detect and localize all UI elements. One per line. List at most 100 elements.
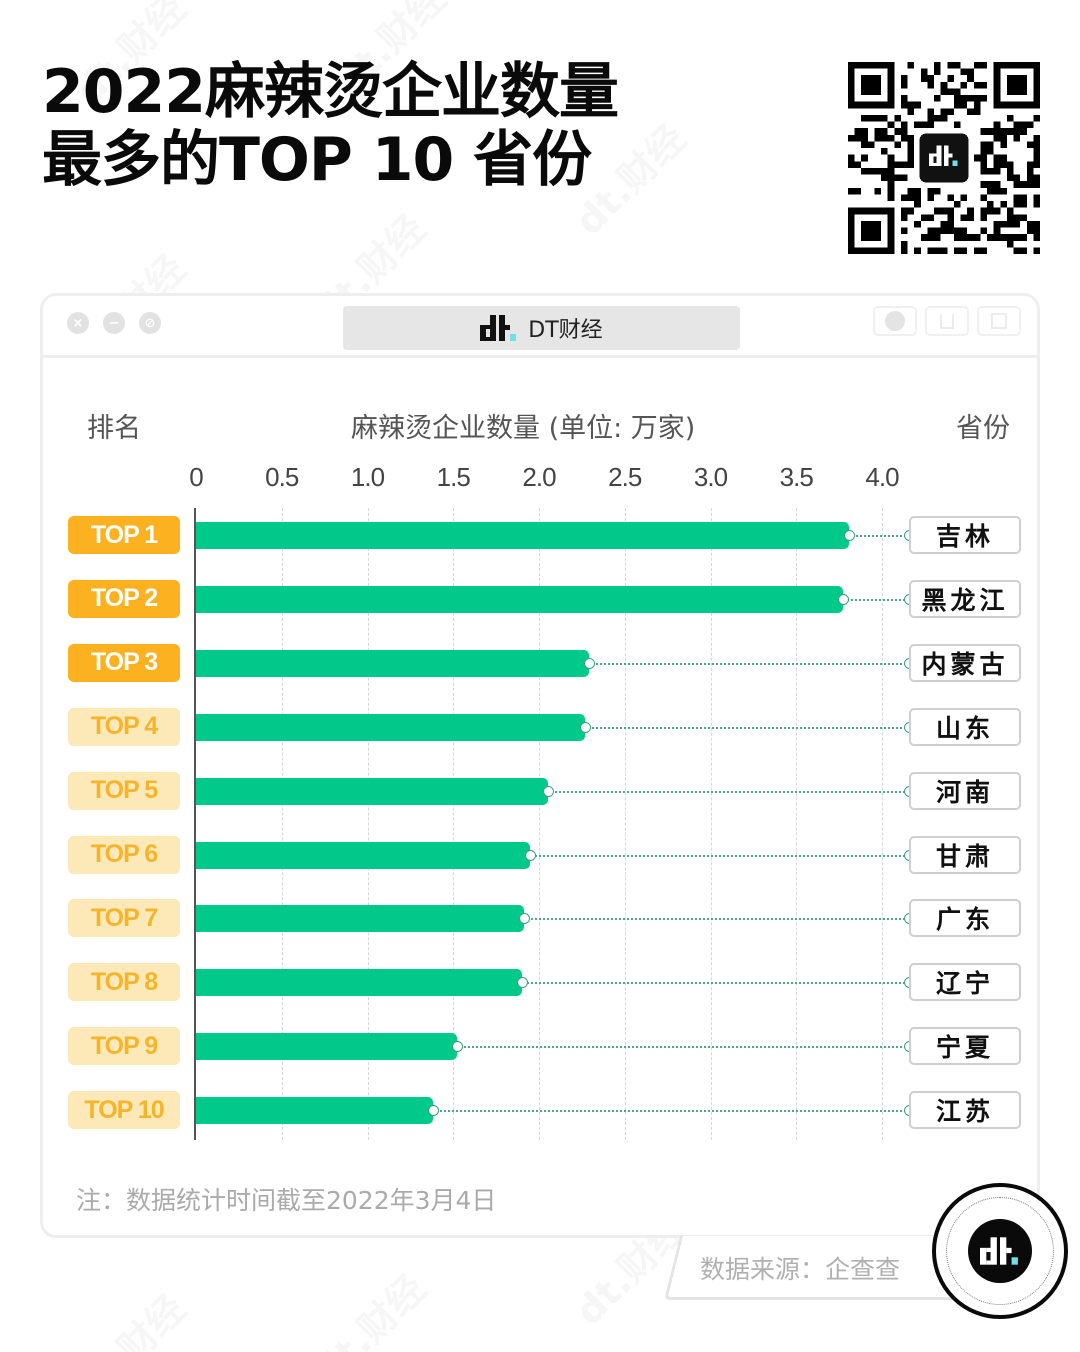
- x-tick-label: 1.5: [436, 462, 471, 492]
- bar[interactable]: [196, 522, 850, 549]
- bar-end-marker: [427, 1105, 439, 1117]
- bar-end-marker: [580, 721, 592, 733]
- bar[interactable]: [196, 1033, 457, 1061]
- bar-row: TOP 1 吉林: [43, 516, 1043, 556]
- address-bar[interactable]: DT财经: [343, 306, 740, 350]
- bar-row: TOP 6 甘肃: [43, 835, 1043, 876]
- gridline: [539, 508, 540, 1140]
- leader-line: [432, 1110, 909, 1113]
- rank-badge: TOP 2: [68, 579, 180, 618]
- province-label: 江苏: [909, 1091, 1021, 1130]
- dt-logo-icon: [480, 315, 518, 341]
- bar-row: TOP 9 宁夏: [43, 1027, 1043, 1067]
- rank-badge: TOP 7: [68, 899, 180, 938]
- rank-badge: TOP 4: [68, 707, 180, 746]
- bar-row: TOP 3 内蒙古: [43, 643, 1043, 684]
- address-brand-text: DT财经: [528, 318, 603, 343]
- rank-badge: TOP 6: [68, 835, 180, 874]
- bar-end-marker: [542, 785, 554, 797]
- leader-line: [530, 854, 909, 857]
- window-titlebar: × − ⊘ DT财经: [43, 296, 1037, 358]
- gridline: [453, 508, 455, 1140]
- gridline: [624, 508, 626, 1140]
- province-label: 辽宁: [909, 963, 1021, 1002]
- rank-badge: TOP 3: [68, 643, 180, 682]
- leader-line: [849, 535, 909, 537]
- rank-badge: TOP 8: [68, 963, 180, 1002]
- page-title: 2022麻辣烫企业数量 最多的TOP 10 省份: [42, 57, 619, 195]
- copy-icon[interactable]: [977, 306, 1021, 336]
- bar[interactable]: [196, 713, 586, 741]
- record-icon[interactable]: [873, 306, 917, 336]
- province-label: 宁夏: [909, 1027, 1021, 1066]
- title-line-2: 最多的TOP 10 省份: [42, 125, 592, 195]
- bar[interactable]: [196, 969, 522, 997]
- province-label: 广东: [909, 899, 1021, 938]
- leader-line: [456, 1046, 909, 1049]
- disabled-icon[interactable]: ⊘: [139, 312, 161, 334]
- bar-row: TOP 10 江苏: [43, 1091, 1043, 1131]
- bar-end-marker: [583, 657, 595, 669]
- leader-line: [521, 982, 909, 985]
- province-label: 河南: [909, 771, 1021, 810]
- x-tick-label: 3.0: [693, 462, 728, 492]
- bar[interactable]: [196, 585, 843, 613]
- minimize-icon[interactable]: −: [103, 312, 125, 334]
- bar-end-marker: [525, 849, 537, 861]
- watermark-text: dt.财经: [60, 1280, 195, 1352]
- data-source: 数据来源：企查查: [700, 1255, 901, 1284]
- province-label: 甘肃: [909, 835, 1021, 874]
- x-tick-label: 1.0: [350, 462, 385, 492]
- leader-line: [523, 918, 909, 921]
- browser-window: × − ⊘ DT财经 排名 麻辣烫企业: [40, 293, 1040, 1238]
- dt-logo-icon: [968, 1219, 1032, 1283]
- bar-row: TOP 8 辽宁: [43, 963, 1043, 1003]
- bar-end-marker: [516, 977, 528, 989]
- leader-line: [585, 726, 909, 729]
- province-label: 吉林: [909, 516, 1021, 554]
- bar[interactable]: [196, 1097, 433, 1125]
- bar[interactable]: [196, 649, 589, 677]
- title-line-1: 2022麻辣烫企业数量: [42, 57, 619, 127]
- leader-line: [547, 790, 909, 793]
- watermark-text: dt.财经: [300, 1260, 435, 1352]
- qr-code-icon[interactable]: [848, 62, 1040, 254]
- province-label: 山东: [909, 707, 1021, 746]
- chart-note: 注：数据统计时间截至2022年3月4日: [76, 1186, 497, 1215]
- bar-end-marker: [844, 530, 856, 541]
- gridline: [796, 508, 798, 1140]
- province-label: 内蒙古: [909, 643, 1021, 682]
- bar-row: TOP 5 河南: [43, 771, 1043, 812]
- x-tick-label: 0: [189, 462, 204, 492]
- gridline: [882, 508, 883, 1140]
- share-icon[interactable]: [925, 306, 969, 336]
- x-tick-label: 2.5: [608, 462, 642, 492]
- gridline: [710, 508, 712, 1140]
- value-axis-title: 麻辣烫企业数量 (单位: 万家): [351, 413, 696, 444]
- bar[interactable]: [196, 905, 524, 933]
- dt-stamp-logo: [932, 1183, 1068, 1319]
- gridline: [281, 508, 283, 1140]
- bar-row: TOP 4 山东: [43, 707, 1043, 748]
- stamp-dotted-ring: [946, 1197, 1054, 1305]
- bar[interactable]: [196, 777, 548, 805]
- rank-header: 排名: [87, 413, 141, 444]
- rank-badge: TOP 10: [68, 1091, 180, 1130]
- close-icon[interactable]: ×: [67, 312, 89, 334]
- rank-badge: TOP 5: [68, 771, 180, 810]
- x-tick-label: 3.5: [779, 462, 814, 492]
- bar-end-marker: [518, 913, 530, 925]
- x-tick-label: 0.5: [265, 462, 299, 492]
- bar-end-marker: [837, 593, 849, 605]
- province-label: 黑龙江: [909, 579, 1021, 618]
- rank-badge: TOP 9: [68, 1027, 180, 1066]
- qr-code-graphic: [848, 62, 1040, 254]
- x-tick-label: 2.0: [522, 462, 556, 492]
- x-tick-label: 4.0: [865, 462, 899, 492]
- leader-line: [842, 598, 909, 601]
- bar-end-marker: [451, 1041, 463, 1053]
- bar[interactable]: [196, 841, 531, 869]
- rank-badge: TOP 1: [68, 516, 180, 554]
- window-buttons: [873, 306, 1021, 336]
- gridline: [367, 508, 369, 1140]
